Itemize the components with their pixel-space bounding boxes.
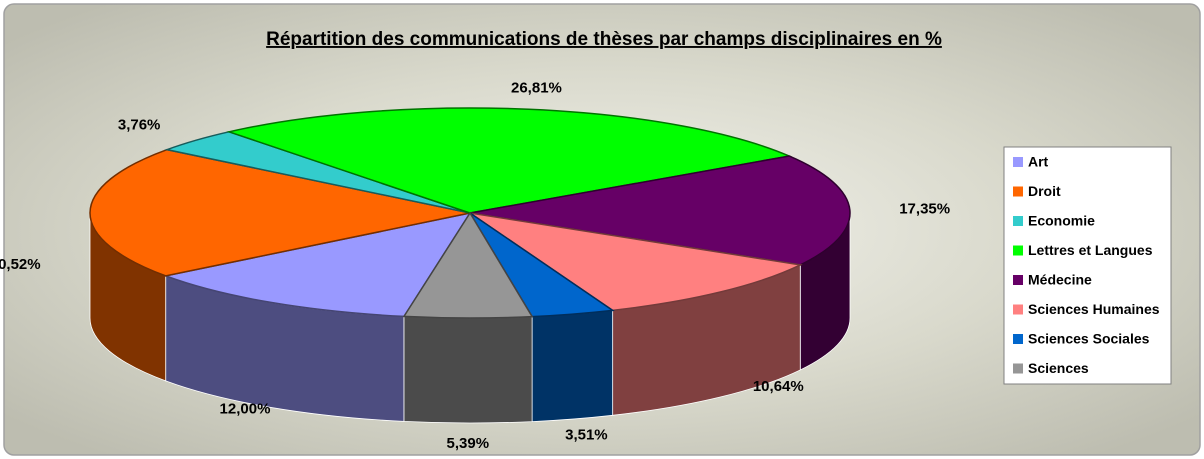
legend-label: Art — [1028, 154, 1049, 170]
legend-swatch — [1013, 245, 1023, 256]
pie-slice — [162, 211, 472, 318]
pie-side — [403, 315, 533, 424]
data-label: 3,51% — [565, 426, 608, 443]
legend-swatch — [1013, 334, 1023, 344]
legend-label: Sciences Sociales — [1028, 331, 1150, 347]
data-label: 10,64% — [753, 378, 804, 395]
data-label: 17,35% — [899, 200, 950, 217]
legend-label: Economie — [1028, 213, 1095, 229]
data-label: 20,52% — [0, 256, 41, 273]
legend-swatch — [1013, 216, 1023, 226]
legend-swatch — [1013, 186, 1023, 197]
legend: Art Droit Economie Lettres et Langues Médeci… — [1013, 154, 1160, 376]
data-label: 12,00% — [220, 401, 271, 418]
pie-slice — [469, 155, 851, 266]
legend-swatch — [1013, 275, 1023, 285]
legend-swatch — [1013, 157, 1023, 167]
legend-label: Médecine — [1028, 272, 1092, 288]
legend-swatch — [1013, 304, 1023, 315]
pie: 12,00% 20,52% 3,76% 26,81% 17,35% 10,64% 3,51%… — [0, 79, 950, 451]
legend-box — [1003, 146, 1172, 385]
pie-side — [531, 309, 614, 423]
chart-title: Répartition des communications de thèses… — [266, 29, 942, 50]
legend-label: Sciences — [1028, 360, 1089, 376]
data-label: 3,76% — [118, 117, 161, 134]
pie-slice — [89, 148, 471, 277]
pie-slice — [469, 212, 803, 312]
data-label: 5,39% — [447, 435, 490, 452]
pie-slice — [226, 107, 792, 214]
legend-label: Droit — [1028, 183, 1061, 199]
data-label: 26,81% — [511, 79, 562, 96]
legend-label: Sciences Humaines — [1028, 301, 1160, 317]
pie-slice — [402, 211, 534, 319]
legend-swatch — [1013, 363, 1023, 374]
legend-label: Lettres et Langues — [1028, 242, 1153, 258]
